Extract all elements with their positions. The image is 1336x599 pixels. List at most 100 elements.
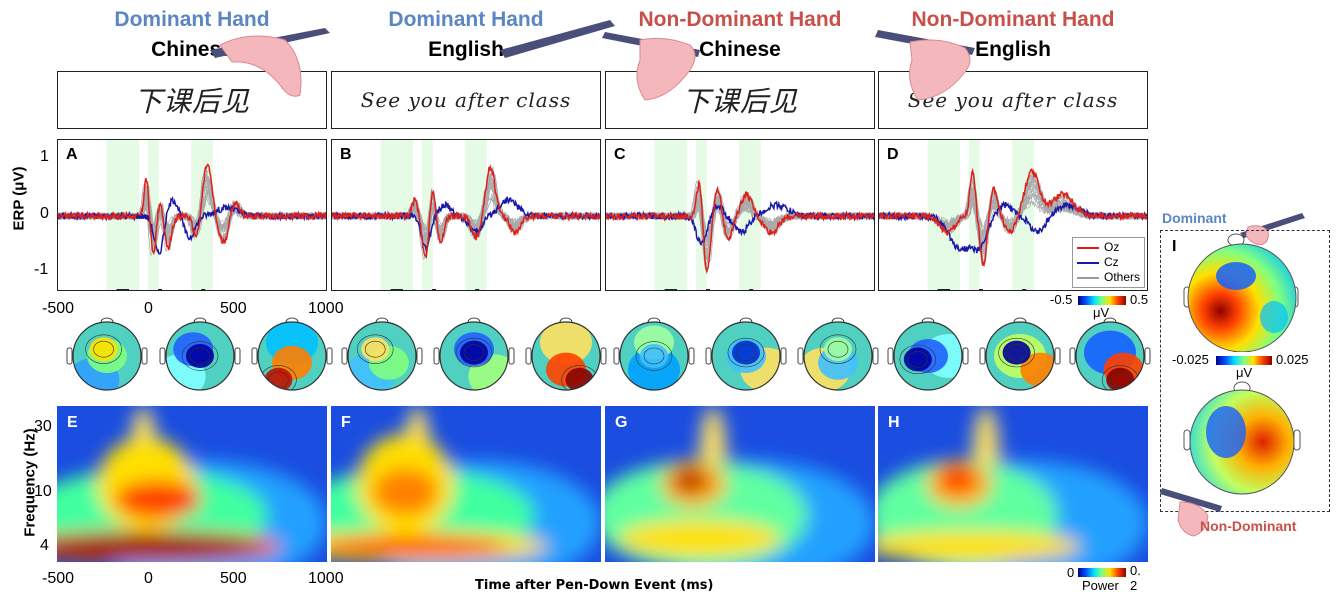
tf-xtick: 500 bbox=[220, 570, 247, 587]
erp-plot-d: D Oz Cz Others bbox=[878, 139, 1148, 291]
tf-colorbar-max-1: 0. bbox=[1130, 563, 1141, 578]
significance-bar bbox=[749, 289, 754, 290]
legend-entry: Others bbox=[1076, 270, 1140, 285]
tf-xtick: -500 bbox=[42, 570, 75, 587]
erp-ytick: -1 bbox=[34, 261, 49, 278]
erp-colorbar bbox=[1078, 296, 1126, 305]
topomap-dominant bbox=[1183, 233, 1299, 352]
handwriting-sample-box: See you after class bbox=[331, 71, 601, 129]
condition-language-title: Chinese bbox=[699, 38, 781, 61]
condition-hand-title: Non-Dominant Hand bbox=[911, 8, 1115, 31]
condition-language-title: English bbox=[975, 38, 1051, 61]
erp-ylabel: ERP (μV) bbox=[10, 166, 28, 231]
tf-plot-f: F bbox=[331, 406, 601, 562]
significance-bar bbox=[475, 289, 480, 290]
erp-ytick: 0 bbox=[40, 205, 49, 222]
panel-label-a: A bbox=[66, 146, 78, 163]
erp-plot-c: C bbox=[605, 139, 875, 291]
significance-bar bbox=[158, 289, 162, 290]
side-colorbar-unit: μV bbox=[1236, 365, 1253, 380]
topographic-map bbox=[525, 317, 607, 391]
erp-colorbar-unit: μV bbox=[1093, 305, 1110, 320]
erp-plot-b: B bbox=[331, 139, 601, 291]
condition-language-title: Chinese bbox=[151, 38, 233, 61]
tf-ytick: 10 bbox=[34, 483, 52, 500]
condition-language-title: English bbox=[428, 38, 504, 61]
tf-xtick: 1000 bbox=[308, 570, 344, 587]
panel-label-c: C bbox=[614, 146, 626, 163]
legend-swatch bbox=[1076, 246, 1099, 249]
significance-bar bbox=[1022, 289, 1027, 290]
hand-illustrations bbox=[210, 20, 975, 101]
tf-plot-g: G bbox=[605, 406, 875, 562]
significance-window bbox=[465, 140, 487, 290]
tf-ytick: 4 bbox=[40, 537, 49, 554]
tf-colorbar bbox=[1078, 568, 1126, 577]
topographic-map bbox=[705, 317, 787, 391]
condition-hand-title: Dominant Hand bbox=[388, 8, 544, 31]
significance-bar bbox=[706, 289, 710, 290]
dominant-label: Dominant bbox=[1162, 210, 1227, 226]
significance-bar bbox=[432, 289, 436, 290]
topomap-nondominant bbox=[1183, 381, 1301, 495]
legend-label: Others bbox=[1103, 270, 1140, 284]
legend-entry: Oz bbox=[1076, 240, 1140, 255]
erp-plot-a: A bbox=[57, 139, 327, 291]
legend-label: Cz bbox=[1103, 255, 1119, 269]
erp-xtick: 0 bbox=[144, 300, 153, 317]
significance-window bbox=[191, 140, 213, 290]
side-colorbar bbox=[1216, 356, 1272, 365]
condition-hand-title: Non-Dominant Hand bbox=[638, 8, 842, 31]
significance-bar bbox=[937, 289, 950, 290]
erp-ytick: 1 bbox=[40, 148, 49, 165]
erp-xtick: 500 bbox=[220, 300, 247, 317]
handwriting-sample-box: See you after class bbox=[878, 71, 1148, 129]
tf-ytick: 30 bbox=[34, 418, 52, 435]
significance-window bbox=[739, 140, 761, 290]
handwriting-sample: See you after class bbox=[360, 88, 572, 112]
tf-xlabel: Time after Pen-Down Event (ms) bbox=[475, 578, 714, 593]
erp-trace-oz bbox=[58, 163, 326, 256]
tf-xtick: 0 bbox=[144, 570, 153, 587]
topographic-map bbox=[251, 317, 333, 391]
topographic-map bbox=[341, 317, 423, 391]
significance-window bbox=[148, 140, 159, 290]
panel-label-d: D bbox=[887, 146, 899, 163]
topographic-map bbox=[433, 317, 515, 391]
nondominant-label: Non-Dominant bbox=[1200, 518, 1297, 534]
handwriting-sample: 下课后见 bbox=[681, 85, 798, 118]
erp-trace-oz bbox=[606, 179, 874, 275]
tf-colorbar-max-2: 2 bbox=[1130, 578, 1138, 593]
significance-bar bbox=[116, 289, 129, 290]
legend-swatch bbox=[1076, 276, 1099, 279]
legend-entry: Cz bbox=[1076, 255, 1140, 270]
erp-trace-oz bbox=[879, 167, 1147, 268]
tf-colorbar-unit: Power bbox=[1082, 578, 1119, 593]
side-colorbar-max: 0.025 bbox=[1276, 352, 1309, 367]
tf-colorbar-min: 0 bbox=[1067, 565, 1075, 580]
topographic-map bbox=[979, 317, 1061, 391]
significance-bar bbox=[390, 289, 403, 290]
topographic-map bbox=[797, 317, 879, 391]
significance-bar bbox=[979, 289, 983, 290]
topographic-map bbox=[887, 317, 969, 391]
significance-bar bbox=[201, 289, 206, 290]
tf-plot-h: H bbox=[878, 406, 1148, 562]
topographic-map bbox=[66, 317, 148, 391]
side-colorbar-min: -0.025 bbox=[1172, 352, 1209, 367]
erp-colorbar-max: 0.5 bbox=[1130, 292, 1149, 307]
topographic-map bbox=[613, 317, 695, 391]
tf-plot-e: E bbox=[57, 406, 327, 562]
pen-icon bbox=[602, 32, 700, 101]
legend-label: Oz bbox=[1103, 240, 1120, 254]
erp-trace-oz bbox=[332, 164, 600, 259]
handwriting-sample: 下课后见 bbox=[133, 85, 250, 118]
side-panel bbox=[1160, 230, 1330, 512]
topographic-map bbox=[1069, 317, 1151, 391]
significance-window bbox=[422, 140, 433, 290]
significance-window bbox=[969, 140, 980, 290]
pen-icon bbox=[875, 30, 975, 101]
panel-label-e: E bbox=[67, 414, 78, 431]
legend-swatch bbox=[1076, 261, 1099, 264]
erp-xtick: 1000 bbox=[308, 300, 344, 317]
